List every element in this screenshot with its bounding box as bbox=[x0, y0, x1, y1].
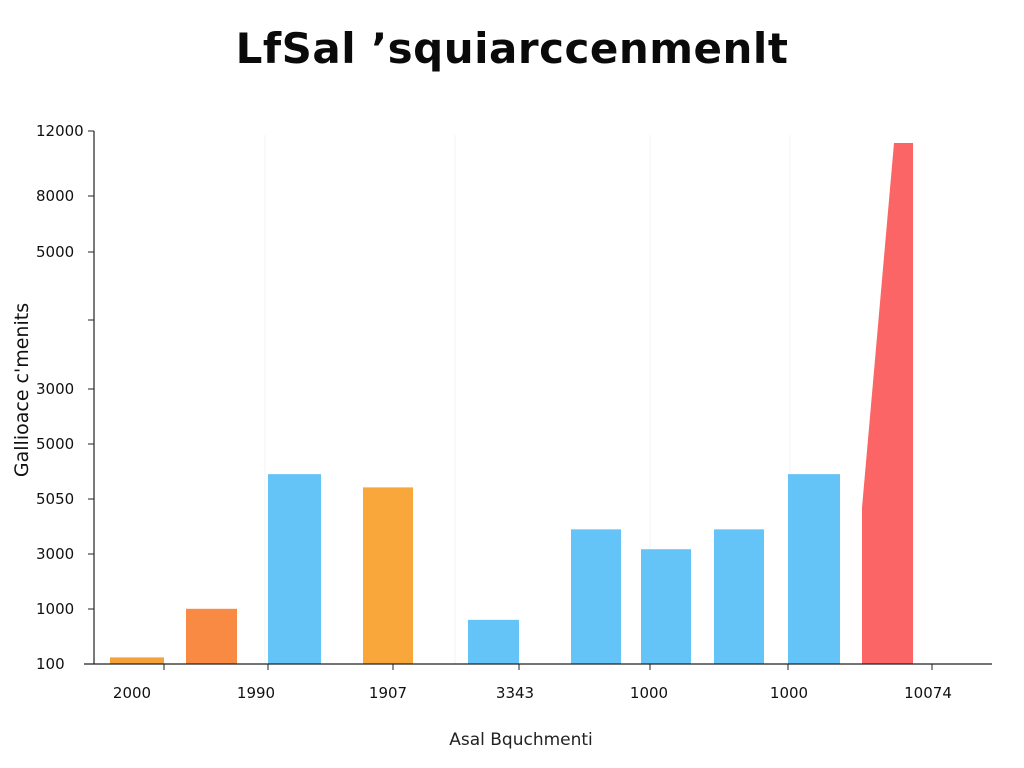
y-tick-label: 3000 bbox=[36, 545, 74, 563]
x-tick-label: 2000 bbox=[113, 684, 151, 702]
x-tick-label: 1907 bbox=[369, 684, 407, 702]
y-tick-label: 8000 bbox=[36, 187, 74, 205]
x-axis-label: Asal Bquchmenti bbox=[449, 730, 593, 750]
x-tick-label: 1000 bbox=[770, 684, 808, 702]
y-tick-label: 5000 bbox=[36, 243, 74, 261]
y-tick-label: 12000 bbox=[36, 122, 84, 140]
bar bbox=[363, 487, 413, 664]
y-tick-label: 1000 bbox=[36, 600, 74, 618]
bar bbox=[714, 529, 764, 664]
bar bbox=[186, 608, 237, 664]
y-tick-label: 100 bbox=[36, 655, 65, 673]
bar bbox=[110, 657, 164, 664]
bar bbox=[268, 474, 321, 664]
bar bbox=[468, 619, 519, 664]
x-tick-label: 1000 bbox=[630, 684, 668, 702]
x-tick-label: 3343 bbox=[496, 684, 534, 702]
y-tick-label: 5050 bbox=[36, 490, 74, 508]
bar bbox=[571, 529, 621, 664]
chart-title: LfSal ’squiarccenmenlt bbox=[235, 24, 789, 73]
x-tick-label: 1990 bbox=[237, 684, 275, 702]
bar bbox=[788, 474, 840, 664]
x-tick-label: 10074 bbox=[904, 684, 952, 702]
y-tick-label: 3000 bbox=[36, 380, 74, 398]
bar bbox=[862, 143, 913, 664]
y-tick-label: 5000 bbox=[36, 435, 74, 453]
bar bbox=[641, 549, 691, 664]
